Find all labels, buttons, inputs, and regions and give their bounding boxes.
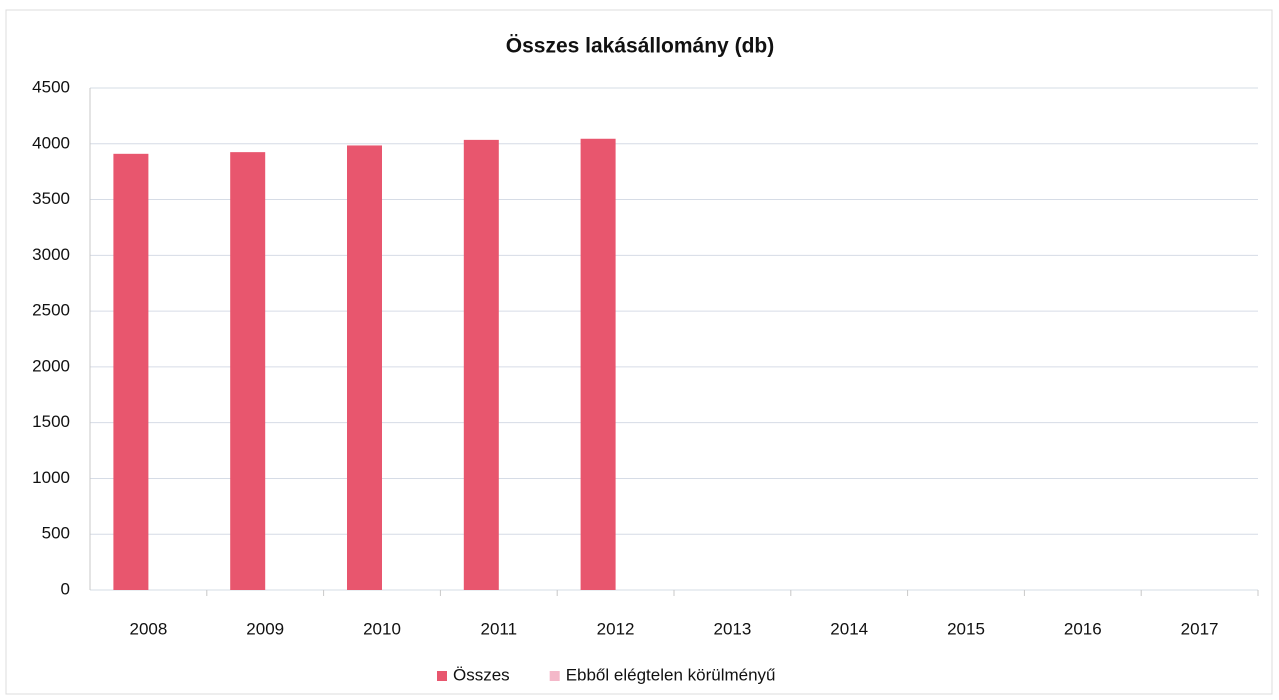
- x-tick-label: 2012: [597, 619, 635, 638]
- x-tick-label: 2017: [1181, 619, 1219, 638]
- legend-label: Ebből elégtelen körülményű: [566, 665, 776, 684]
- legend-swatch: [549, 671, 560, 681]
- bar: [230, 152, 266, 590]
- x-tick-label: 2010: [363, 619, 401, 638]
- legend-swatch: [437, 671, 447, 681]
- y-tick-label: 1000: [32, 468, 70, 487]
- y-tick-label: 2000: [32, 356, 70, 375]
- y-tick-label: 0: [61, 579, 70, 598]
- x-tick-label: 2016: [1064, 619, 1102, 638]
- y-tick-label: 1500: [32, 412, 70, 431]
- bar: [463, 139, 499, 590]
- y-tick-label: 4000: [32, 133, 70, 152]
- y-tick-label: 4500: [32, 77, 70, 96]
- x-tick-label: 2011: [481, 619, 518, 638]
- bar: [347, 145, 382, 590]
- x-tick-label: 2014: [830, 619, 868, 638]
- x-tick-label: 2009: [246, 619, 284, 638]
- y-tick-label: 2500: [32, 301, 70, 320]
- y-tick-label: 500: [42, 524, 70, 543]
- x-tick-label: 2008: [129, 619, 167, 638]
- bar: [113, 153, 149, 590]
- chart-title: Összes lakásállomány (db): [506, 35, 774, 58]
- y-tick-label: 3000: [32, 245, 70, 264]
- x-tick-label: 2013: [713, 619, 751, 638]
- y-tick-label: 3500: [32, 189, 70, 208]
- chart-frame: [5, 9, 1273, 695]
- x-tick-label: 2015: [947, 619, 985, 638]
- legend-label: Összes: [453, 665, 510, 684]
- bar: [580, 138, 616, 590]
